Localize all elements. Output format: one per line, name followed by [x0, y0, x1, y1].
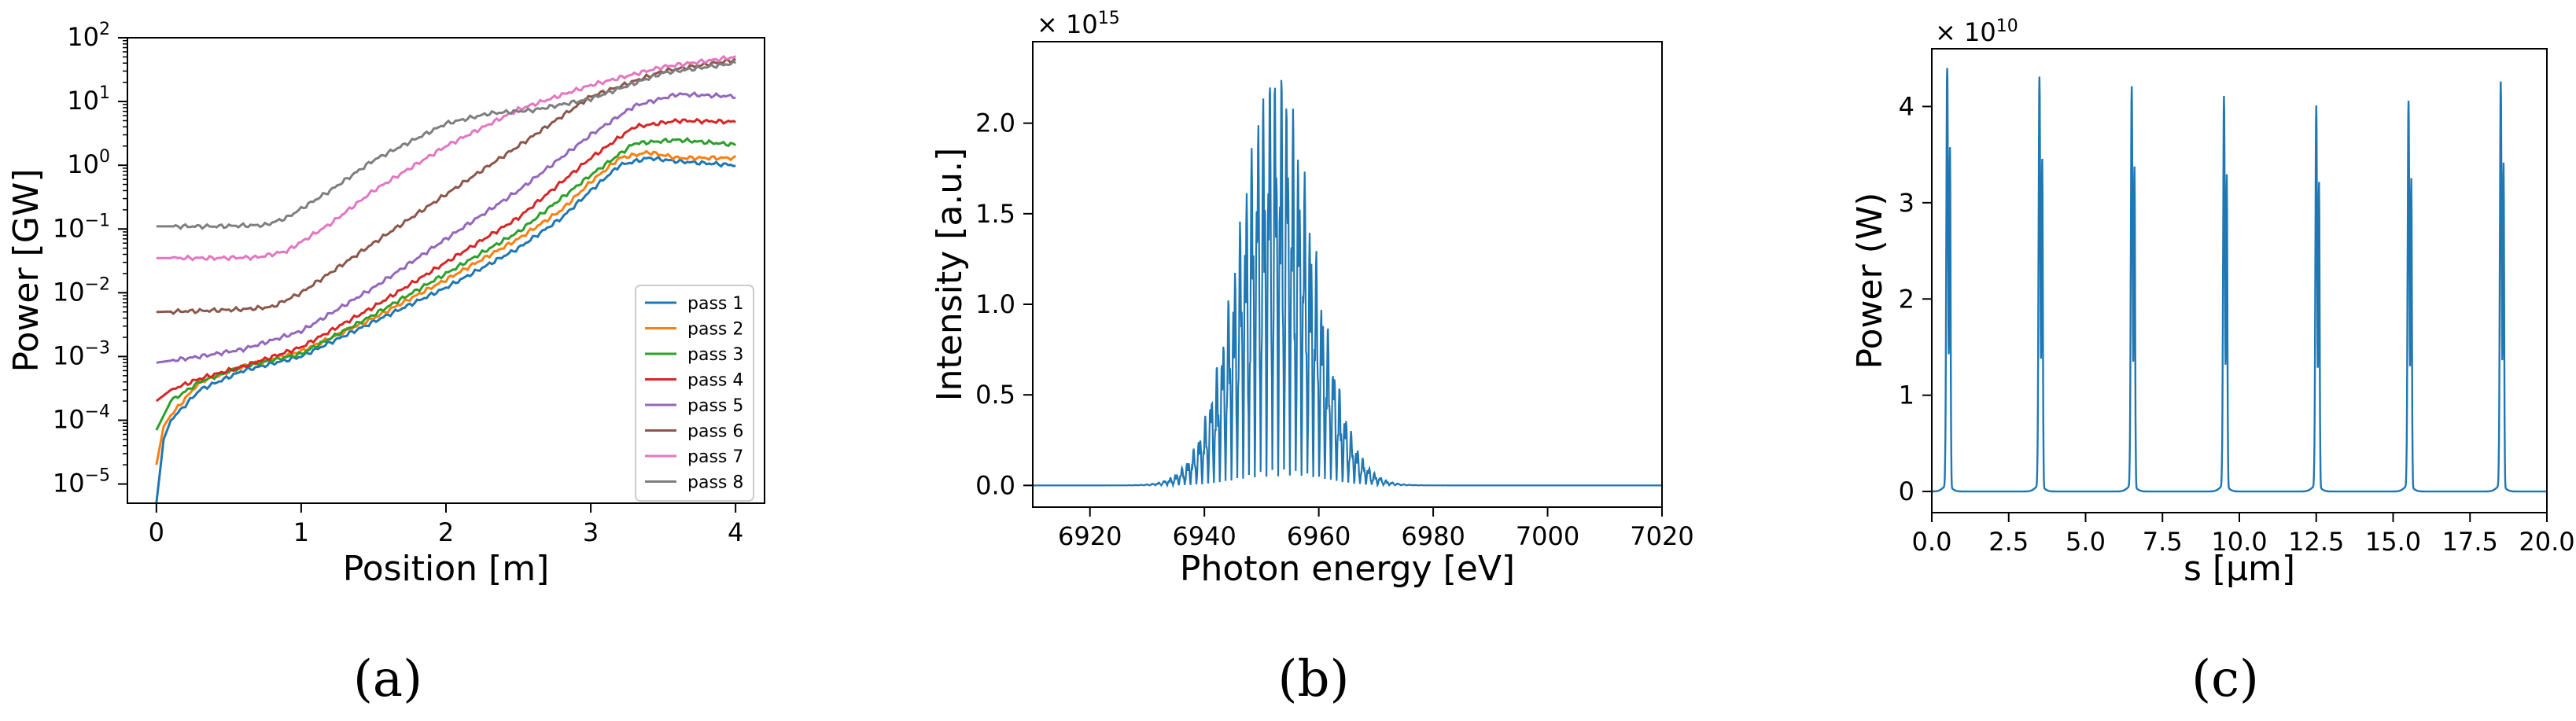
legend-entry-a: pass 3	[687, 345, 743, 365]
x-tick-label-b: 6920	[1058, 521, 1122, 551]
legend-entry-a: pass 1	[687, 294, 743, 314]
plot-frame-b	[1032, 41, 1663, 508]
y-tick-label-a: 100	[67, 147, 110, 179]
panel-label-c: (c)	[2191, 650, 2259, 708]
x-tick-label-c: 20.0	[2519, 527, 2574, 557]
series-line-pass-7	[156, 54, 736, 262]
x-axis-label-c: s [μm]	[2184, 549, 2295, 589]
x-tick-label-b: 7020	[1630, 521, 1693, 551]
legend-entry-a: pass 4	[687, 371, 743, 391]
y-tick-label-c: 0	[1899, 476, 1914, 506]
x-axis-label-b: Photon energy [eV]	[1180, 549, 1515, 589]
y-offset-label-c: × 1010	[1935, 17, 2018, 47]
y-tick-label-a: 101	[67, 83, 110, 116]
x-tick-label-c: 0.0	[1912, 527, 1952, 557]
legend-a: pass 1 pass 2 pass 3 pass 4 pass 5 pass 6 pass…	[635, 285, 754, 502]
spectrum-line-b	[1033, 79, 1662, 489]
panel-b: 6920 6940 6960 6980 7000 70200.00.51.01.52.0 …	[930, 9, 1694, 708]
y-tick-label-c: 3	[1899, 188, 1914, 218]
panel-c: 0.0 2.5 5.0 7.5 10.0 12.5 15.0 17.5 20.0 0 1 2 3 4 × …	[1850, 17, 2575, 708]
y-tick-label-a: 10−4	[53, 403, 110, 435]
x-tick-label-a: 0	[149, 517, 164, 547]
y-tick-label-b: 0.0	[975, 470, 1015, 500]
x-tick-label-c: 15.0	[2365, 527, 2421, 557]
x-tick-label-b: 6960	[1287, 521, 1351, 551]
plot-frame-c	[1931, 48, 2548, 513]
x-tick-label-a: 3	[583, 517, 599, 547]
series-line-pass-8	[156, 60, 737, 230]
x-tick-label-a: 4	[728, 517, 743, 547]
legend-entry-a: pass 5	[687, 396, 743, 416]
y-tick-label-c: 2	[1899, 284, 1914, 314]
y-tick-label-c: 4	[1899, 91, 1914, 121]
y-tick-label-a: 102	[67, 20, 110, 52]
legend-entry-a: pass 6	[687, 422, 743, 442]
x-tick-label-c: 5.0	[2066, 527, 2106, 557]
x-axis-label-a: Position [m]	[343, 549, 550, 589]
legend-entry-a: pass 7	[687, 447, 743, 467]
x-tick-label-a: 1	[293, 517, 309, 547]
series-line-pass-6	[156, 57, 736, 315]
panel-label-a: (a)	[353, 650, 422, 708]
y-axis-label-b: Intensity [a.u.]	[930, 148, 970, 402]
power-line-c	[1932, 68, 2547, 493]
y-tick-label-a: 10−1	[53, 211, 110, 243]
legend-box-a	[635, 285, 754, 502]
y-tick-label-a: 10−5	[53, 466, 110, 498]
panel-a: 0 1 2 3 4 10−5 10−4 10−3 10−2 10−1 100 101 102 Posit…	[6, 20, 765, 708]
x-tick-label-b: 6980	[1401, 521, 1465, 551]
x-tick-label-c: 17.5	[2442, 527, 2498, 557]
x-tick-label-b: 6940	[1172, 521, 1236, 551]
y-offset-label-b: × 1015	[1037, 9, 1120, 39]
y-axis-label-a: Power [GW]	[6, 169, 46, 373]
x-tick-label-b: 7000	[1516, 521, 1579, 551]
series-line-pass-3	[155, 136, 737, 431]
y-tick-label-b: 0.5	[975, 380, 1015, 410]
y-tick-label-b: 2.0	[975, 109, 1015, 138]
x-tick-label-c: 10.0	[2211, 527, 2267, 557]
y-axis-label-c: Power (W)	[1850, 193, 1890, 370]
series-line-pass-4	[155, 117, 736, 403]
y-tick-label-b: 1.0	[975, 289, 1015, 319]
x-tick-label-c: 2.5	[1988, 527, 2029, 557]
y-tick-label-a: 10−2	[53, 274, 110, 307]
y-tick-label-a: 10−3	[53, 338, 110, 370]
series-line-pass-1	[155, 155, 736, 504]
legend-entry-a: pass 2	[687, 320, 743, 340]
legend-entry-a: pass 8	[687, 473, 743, 493]
panel-label-b: (b)	[1278, 650, 1350, 708]
x-tick-label-a: 2	[438, 517, 454, 547]
y-tick-label-c: 1	[1899, 381, 1914, 410]
x-tick-label-c: 7.5	[2143, 527, 2183, 557]
x-tick-label-c: 12.5	[2288, 527, 2344, 557]
y-tick-label-b: 1.5	[975, 199, 1015, 229]
series-line-pass-5	[156, 90, 736, 364]
